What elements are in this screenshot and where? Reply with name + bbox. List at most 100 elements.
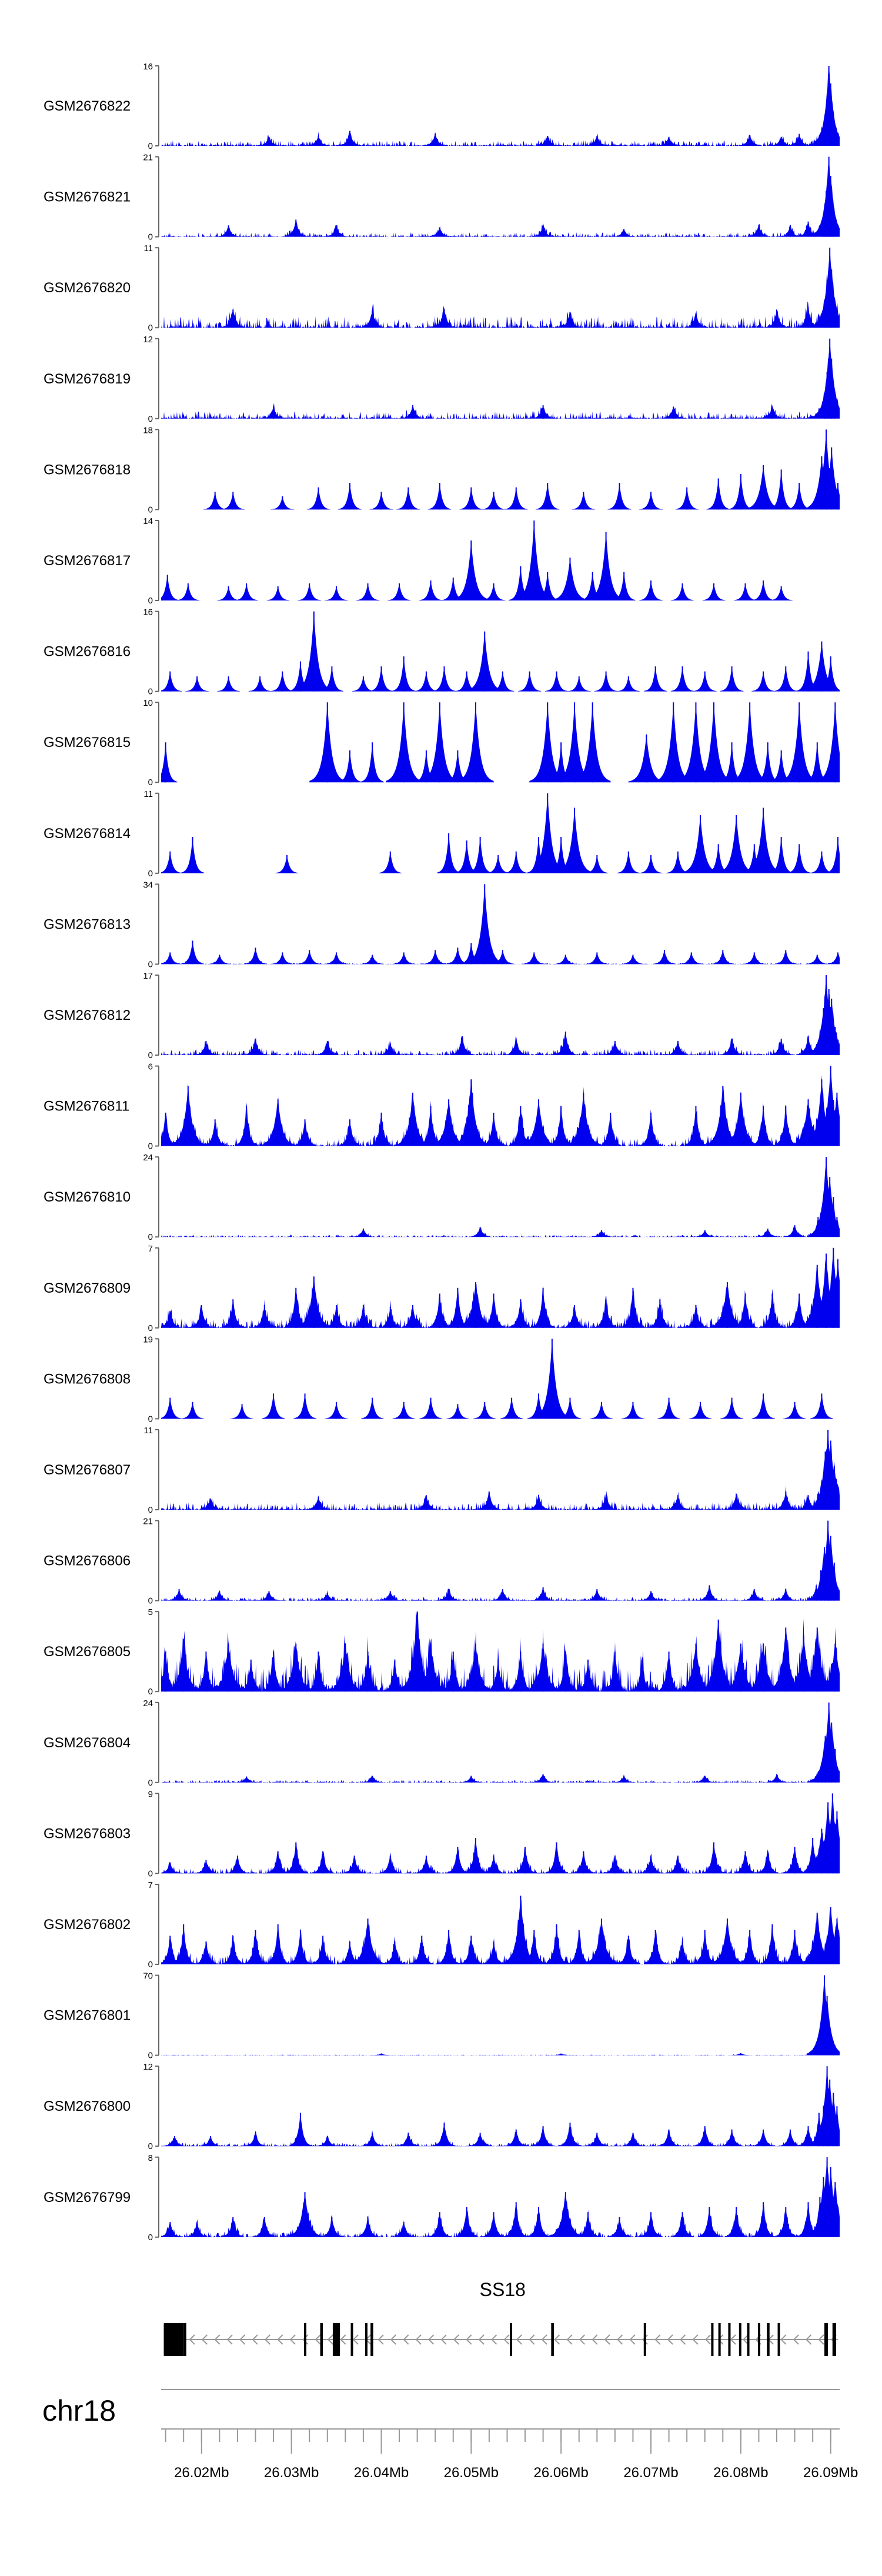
coverage-area <box>161 430 840 510</box>
track-label: GSM2676815 <box>44 735 131 750</box>
track-label: GSM2676820 <box>44 280 131 296</box>
gene-label: SS18 <box>480 2279 526 2300</box>
exon <box>551 2323 554 2356</box>
track-label: GSM2676811 <box>44 1099 129 1115</box>
strand-arrow <box>730 2334 736 2345</box>
strand-arrow <box>201 2334 208 2345</box>
coverage-area <box>161 796 840 873</box>
chromosome-label: chr18 <box>42 2394 116 2427</box>
y-min-label: 0 <box>148 232 153 242</box>
coverage-tracks: GSM2676822160GSM2676821210GSM2676820110G… <box>44 62 840 2243</box>
coverage-area <box>161 1704 840 1783</box>
strand-arrow <box>415 2334 422 2345</box>
y-max-label: 19 <box>143 1334 153 1344</box>
track-GSM2676806: GSM2676806 21 0 <box>44 1517 840 1606</box>
tick-label: 26.06Mb <box>533 2465 588 2481</box>
track-GSM2676817: GSM2676817 14 0 <box>44 516 840 606</box>
exon <box>370 2323 373 2356</box>
strand-arrow <box>503 2334 510 2345</box>
y-max-label: 8 <box>148 2153 153 2163</box>
y-min-label: 0 <box>148 687 153 697</box>
y-max-label: 18 <box>143 425 153 435</box>
track-GSM2676811: GSM2676811 6 0 <box>44 1062 840 1152</box>
track-GSM2676813: GSM2676813 34 0 <box>44 880 840 969</box>
track-label: GSM2676799 <box>44 2190 131 2205</box>
y-max-label: 16 <box>143 608 153 618</box>
coverage-area <box>161 524 840 600</box>
strand-arrow <box>579 2334 585 2345</box>
coverage-area <box>161 1430 840 1510</box>
exon <box>832 2323 836 2356</box>
coverage-area <box>161 2068 840 2147</box>
strand-arrow <box>680 2334 686 2345</box>
y-max-label: 11 <box>143 1426 153 1436</box>
track-label: GSM2676819 <box>44 371 131 387</box>
track-GSM2676816: GSM2676816 16 0 <box>44 608 840 697</box>
tick-label: 26.07Mb <box>623 2465 678 2481</box>
strand-arrow <box>491 2334 497 2345</box>
strand-arrow <box>604 2334 610 2345</box>
y-min-label: 0 <box>148 1868 153 1878</box>
track-GSM2676821: GSM2676821 21 0 <box>44 153 840 242</box>
track-GSM2676822: GSM2676822 16 0 <box>44 62 840 151</box>
track-label: GSM2676804 <box>44 1735 131 1751</box>
strand-arrow <box>793 2334 799 2345</box>
track-label: GSM2676805 <box>44 1644 131 1660</box>
exon <box>183 2323 186 2356</box>
y-min-label: 0 <box>148 2141 153 2151</box>
coverage-area <box>161 339 840 419</box>
y-min-label: 0 <box>148 1960 153 1970</box>
track-GSM2676805: GSM2676805 5 0 <box>44 1607 840 1697</box>
track-GSM2676803: GSM2676803 9 0 <box>44 1789 840 1878</box>
coverage-area <box>161 975 840 1055</box>
exon <box>777 2323 780 2356</box>
y-min-label: 0 <box>148 2051 153 2061</box>
y-min-label: 0 <box>148 869 153 879</box>
y-max-label: 24 <box>143 1699 153 1709</box>
coverage-area <box>161 1157 840 1237</box>
coverage-area <box>161 1796 840 1874</box>
coverage-area <box>161 161 840 237</box>
track-GSM2676799: GSM2676799 8 0 <box>44 2153 840 2243</box>
track-GSM2676807: GSM2676807 11 0 <box>44 1426 840 1515</box>
y-min-label: 0 <box>148 141 153 151</box>
strand-arrow <box>654 2334 661 2345</box>
exon <box>304 2323 307 2356</box>
strand-arrow <box>592 2334 598 2345</box>
y-max-label: 7 <box>148 1880 153 1890</box>
track-GSM2676808: GSM2676808 19 0 <box>44 1334 840 1424</box>
strand-arrow <box>315 2334 321 2345</box>
y-min-label: 0 <box>148 596 153 606</box>
track-label: GSM2676816 <box>44 644 131 660</box>
track-label: GSM2676813 <box>44 916 131 932</box>
y-max-label: 12 <box>143 335 153 345</box>
track-GSM2676812: GSM2676812 17 0 <box>44 971 840 1060</box>
strand-arrow <box>743 2334 749 2345</box>
exon <box>747 2323 750 2356</box>
strand-arrow <box>818 2334 824 2345</box>
y-min-label: 0 <box>148 1414 153 1424</box>
tick-label: 26.05Mb <box>444 2465 499 2481</box>
coverage-area <box>161 703 840 783</box>
track-label: GSM2676810 <box>44 1189 131 1205</box>
y-min-label: 0 <box>148 1232 153 1242</box>
strand-arrow <box>692 2334 699 2345</box>
gene-annotation-track: SS18 <box>163 2279 838 2356</box>
strand-arrow <box>529 2334 535 2345</box>
y-min-label: 0 <box>148 505 153 515</box>
track-GSM2676820: GSM2676820 11 0 <box>44 243 840 333</box>
strand-arrow <box>226 2334 233 2345</box>
exon <box>728 2323 731 2356</box>
strand-arrow <box>252 2334 258 2345</box>
y-min-label: 0 <box>148 778 153 788</box>
strand-arrow <box>440 2334 447 2345</box>
track-GSM2676800: GSM2676800 12 0 <box>44 2062 840 2151</box>
y-max-label: 7 <box>148 1244 153 1254</box>
tick-label: 26.03Mb <box>264 2465 319 2481</box>
strand-arrow <box>541 2334 547 2345</box>
track-label: GSM2676822 <box>44 98 131 114</box>
tick-label: 26.04Mb <box>354 2465 409 2481</box>
track-GSM2676804: GSM2676804 24 0 <box>44 1699 840 1788</box>
coverage-area <box>161 1520 840 1601</box>
coverage-area <box>161 248 840 328</box>
